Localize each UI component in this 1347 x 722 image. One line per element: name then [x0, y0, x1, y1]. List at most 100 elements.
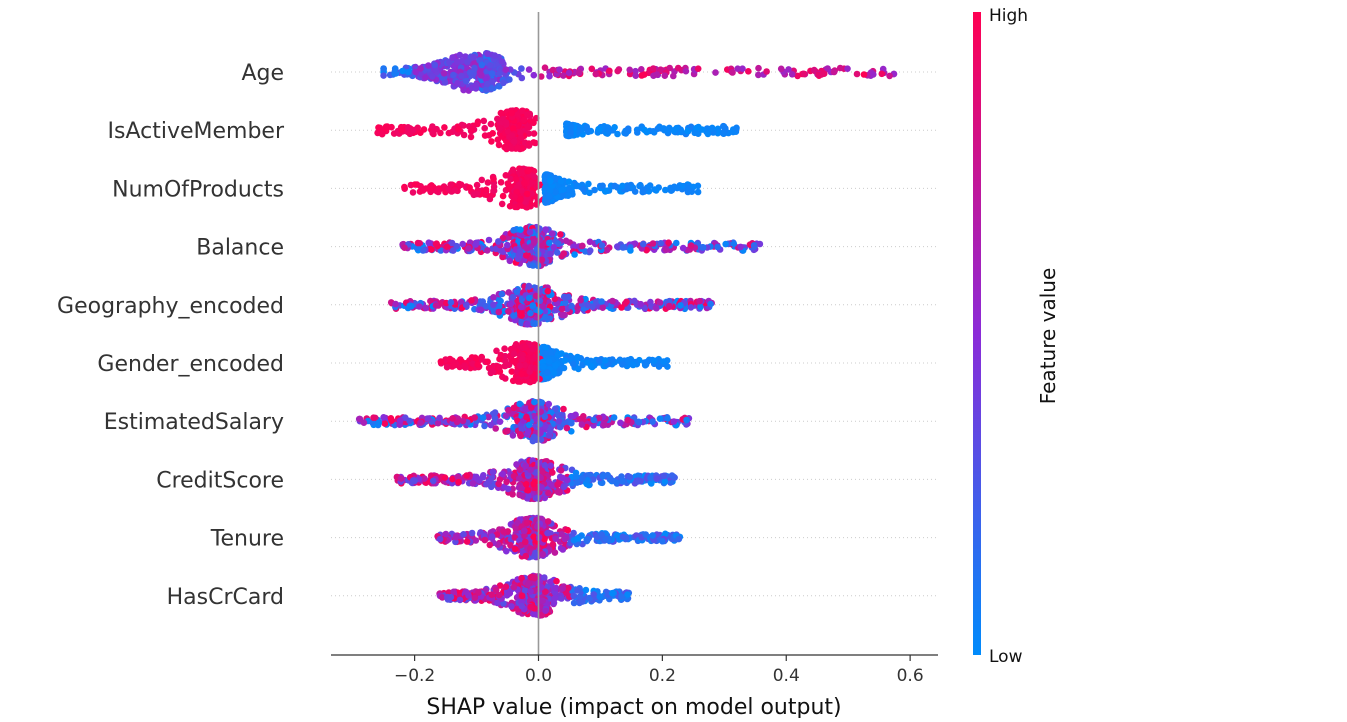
shap-point: [737, 244, 744, 251]
shap-point: [617, 420, 624, 427]
shap-point: [552, 549, 559, 556]
shap-point: [605, 125, 612, 132]
shap-point: [422, 74, 429, 81]
shap-point: [441, 124, 448, 131]
shap-point: [511, 405, 518, 412]
shap-point: [666, 303, 673, 310]
shap-point: [527, 310, 534, 317]
shap-point: [576, 70, 583, 77]
shap-point: [627, 474, 634, 481]
shap-point: [478, 307, 485, 314]
shap-point: [499, 291, 506, 298]
shap-point: [398, 475, 405, 482]
shap-point: [564, 425, 571, 432]
shap-point: [664, 415, 671, 422]
shap-point: [745, 68, 752, 75]
shap-point: [370, 414, 377, 421]
shap-point: [525, 487, 532, 494]
shap-point: [388, 124, 395, 131]
shap-point: [526, 167, 533, 174]
shap-point: [429, 73, 436, 80]
shap-point: [517, 129, 524, 136]
shap-point: [420, 247, 427, 254]
shap-point: [496, 364, 503, 371]
shap-point: [558, 187, 565, 194]
shap-point: [455, 126, 462, 133]
shap-point: [510, 358, 517, 365]
shap-point: [516, 475, 523, 482]
shap-point: [476, 477, 483, 484]
shap-point: [410, 189, 417, 196]
shap-point: [660, 358, 667, 365]
shap-point: [513, 461, 520, 468]
shap-point: [466, 184, 473, 191]
shap-point: [778, 66, 785, 73]
shap-point: [380, 72, 387, 79]
shap-point: [530, 481, 537, 488]
shap-point: [567, 129, 574, 136]
shap-point: [518, 65, 525, 72]
shap-point: [579, 243, 586, 250]
shap-point: [497, 125, 504, 132]
shap-point: [731, 241, 738, 248]
shap-point: [699, 126, 706, 133]
shap-point: [553, 307, 560, 314]
shap-point: [642, 531, 649, 538]
shap-point: [627, 247, 634, 254]
shap-point: [604, 472, 611, 479]
shap-point: [537, 237, 544, 244]
shap-point: [546, 193, 553, 200]
shap-point: [609, 356, 616, 363]
shap-point: [524, 191, 531, 198]
shap-point: [518, 304, 525, 311]
shap-point: [474, 361, 481, 368]
shap-point: [585, 536, 592, 543]
shap-point: [526, 422, 533, 429]
shap-point: [538, 399, 545, 406]
shap-point: [697, 304, 704, 311]
shap-point: [714, 244, 721, 251]
shap-point: [620, 244, 627, 251]
beeswarm-hascrcard: [436, 573, 632, 619]
shap-point: [464, 59, 471, 66]
shap-point: [662, 187, 669, 194]
shap-point: [427, 185, 434, 192]
shap-point: [566, 70, 573, 77]
shap-point: [684, 128, 691, 135]
shap-point: [510, 312, 517, 319]
shap-point: [545, 490, 552, 497]
shap-point: [602, 357, 609, 364]
shap-point: [561, 484, 568, 491]
shap-point: [699, 244, 706, 251]
shap-point: [481, 125, 488, 132]
shap-point: [495, 238, 502, 245]
shap-point: [521, 528, 528, 535]
shap-point: [591, 417, 598, 424]
shap-point: [705, 131, 712, 138]
shap-point: [490, 469, 497, 476]
shap-point: [469, 530, 476, 537]
shap-point: [522, 539, 529, 546]
shap-point: [611, 124, 618, 131]
shap-point: [499, 471, 506, 478]
shap-point: [388, 417, 395, 424]
shap-point: [554, 249, 561, 256]
shap-point: [433, 302, 440, 309]
shap-point: [523, 481, 530, 488]
shap-point: [517, 197, 524, 204]
shap-point: [614, 131, 621, 138]
shap-point: [444, 243, 451, 250]
shap-point: [408, 303, 415, 310]
shap-point: [429, 123, 436, 130]
shap-point: [683, 68, 690, 75]
shap-point: [519, 493, 526, 500]
shap-point: [468, 297, 475, 304]
shap-point: [537, 421, 544, 428]
shap-point: [545, 518, 552, 525]
shap-point: [660, 125, 667, 132]
shap-point: [574, 535, 581, 542]
shap-point: [490, 294, 497, 301]
shap-point: [503, 119, 510, 126]
shap-point: [472, 241, 479, 248]
shap-point: [405, 69, 412, 76]
